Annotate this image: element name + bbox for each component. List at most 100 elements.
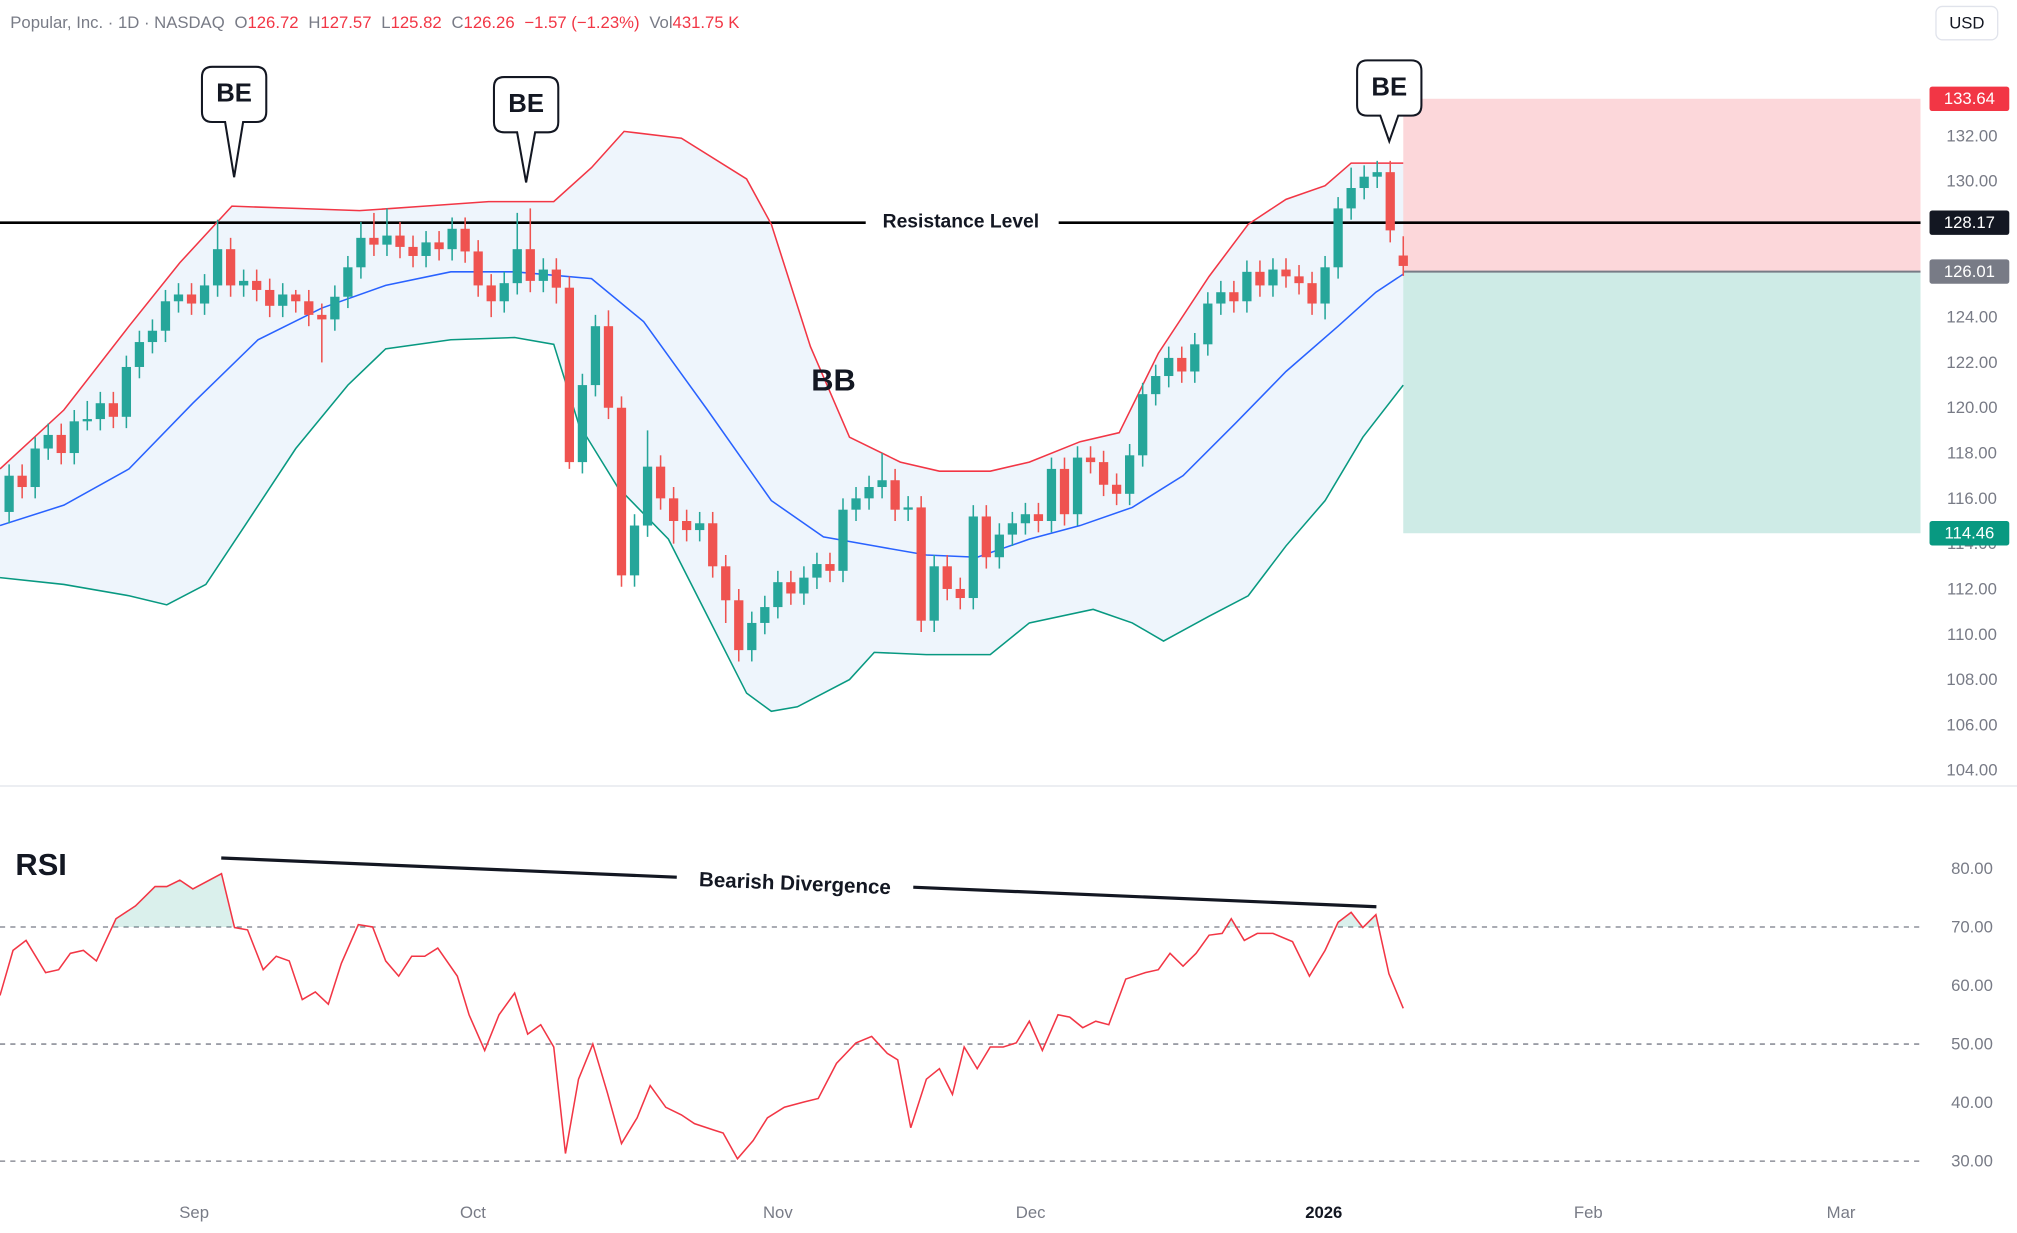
stop-zone <box>1403 98 1921 272</box>
candle-body <box>695 523 705 531</box>
candle-body <box>564 287 575 463</box>
candle-body <box>942 566 952 589</box>
bb-label: BB <box>811 363 856 398</box>
candle-body <box>239 280 249 286</box>
candle-body <box>929 566 939 621</box>
candle-body <box>747 622 757 651</box>
x-tick-label: Dec <box>1016 1203 1046 1222</box>
header: Popular, Inc. · 1D · NASDAQ O126.72 H127… <box>10 12 739 31</box>
candle-body <box>1177 357 1187 372</box>
candle-body <box>1385 172 1395 231</box>
candle-body <box>186 294 197 304</box>
candle-body <box>1346 188 1356 209</box>
candle-body <box>1111 484 1122 494</box>
high-value: 127.57 <box>320 12 371 31</box>
y-tick-label: 116.00 <box>1947 489 1997 508</box>
candle-body <box>1151 376 1161 395</box>
rsi-pane <box>0 872 1921 1162</box>
candle-body <box>734 600 744 651</box>
candle-body <box>121 366 132 417</box>
y-tick-label: 110.00 <box>1947 625 1997 644</box>
y-tick-label: 104.00 <box>1946 761 1997 780</box>
candle-body <box>1007 523 1018 535</box>
candle-body <box>1059 468 1070 515</box>
candle-body <box>616 407 627 576</box>
close-value: 126.26 <box>464 12 515 31</box>
resistance-label-bg <box>865 209 1059 236</box>
price-tag <box>1929 210 2010 235</box>
price-marks <box>0 130 1921 713</box>
candle-body <box>330 296 340 320</box>
candle-body <box>43 434 53 449</box>
volume-label: Vol <box>649 12 672 31</box>
candle-body <box>1020 514 1031 524</box>
candle-body <box>278 294 288 306</box>
open-value: 126.72 <box>247 12 298 31</box>
rsi-tick-label: 30.00 <box>1951 1152 1993 1171</box>
candle-body <box>603 326 614 408</box>
candle-body <box>1046 468 1057 522</box>
candle-body <box>877 480 887 488</box>
candle-body <box>1190 344 1200 372</box>
candle-body <box>655 466 666 499</box>
currency-label[interactable]: USD <box>1949 14 1984 33</box>
bollinger-line <box>0 336 1404 713</box>
candle-body <box>851 498 861 510</box>
candle-body <box>512 249 522 284</box>
high-label: H <box>308 12 320 31</box>
candle-body <box>1164 357 1174 377</box>
candle-body <box>343 267 353 297</box>
candle-body <box>838 509 848 571</box>
candle-body <box>1268 269 1278 286</box>
candle-body <box>473 251 483 286</box>
candle-body <box>382 235 392 245</box>
candle-body <box>408 246 418 256</box>
x-tick-label: Nov <box>763 1203 793 1222</box>
candle-body <box>1333 208 1343 268</box>
candle-body <box>56 434 66 454</box>
candle-body <box>369 237 379 245</box>
price-tag-label: 126.01 <box>1944 262 1995 281</box>
callout-text: BE <box>216 80 252 108</box>
open-label: O <box>234 12 247 31</box>
candle-body <box>825 564 835 571</box>
candle-body <box>864 487 874 499</box>
target-zone <box>1403 271 1921 534</box>
candle-body <box>434 242 444 250</box>
divergence-label-bg <box>676 864 914 903</box>
candle-body <box>447 228 457 250</box>
callout-bubble <box>492 76 560 183</box>
candle-body <box>538 269 548 281</box>
rsi-tick-label: 80.00 <box>1951 859 1993 878</box>
candle-body <box>421 242 431 256</box>
volume-value: 431.75 K <box>673 12 740 31</box>
currency-button[interactable] <box>1935 5 1999 41</box>
candle-body <box>1242 271 1252 302</box>
candle-body <box>1216 292 1226 304</box>
candle-body <box>1229 292 1239 302</box>
candle-body <box>721 566 731 601</box>
bollinger-line <box>0 271 1404 559</box>
candle-body <box>69 421 79 454</box>
candle-body <box>108 403 118 417</box>
candle-body <box>1072 457 1083 515</box>
candle-body <box>1359 176 1369 189</box>
y-tick-label: 132.00 <box>1946 126 1997 145</box>
x-tick-label: Mar <box>1827 1203 1856 1222</box>
y-tick-label: 120.00 <box>1946 398 1997 417</box>
candle-body <box>160 301 171 331</box>
candle-body <box>773 582 783 608</box>
callout-bubble <box>1356 59 1423 145</box>
candle-body <box>1281 269 1291 277</box>
x-tick-label: Oct <box>460 1203 486 1222</box>
candle-body <box>577 385 588 463</box>
candle-body <box>499 283 509 302</box>
rsi-overbought-fill <box>0 873 1404 927</box>
candle-body <box>1320 267 1330 304</box>
candle-body <box>708 523 718 567</box>
candle-body <box>1098 462 1109 485</box>
candle-body <box>225 249 236 286</box>
